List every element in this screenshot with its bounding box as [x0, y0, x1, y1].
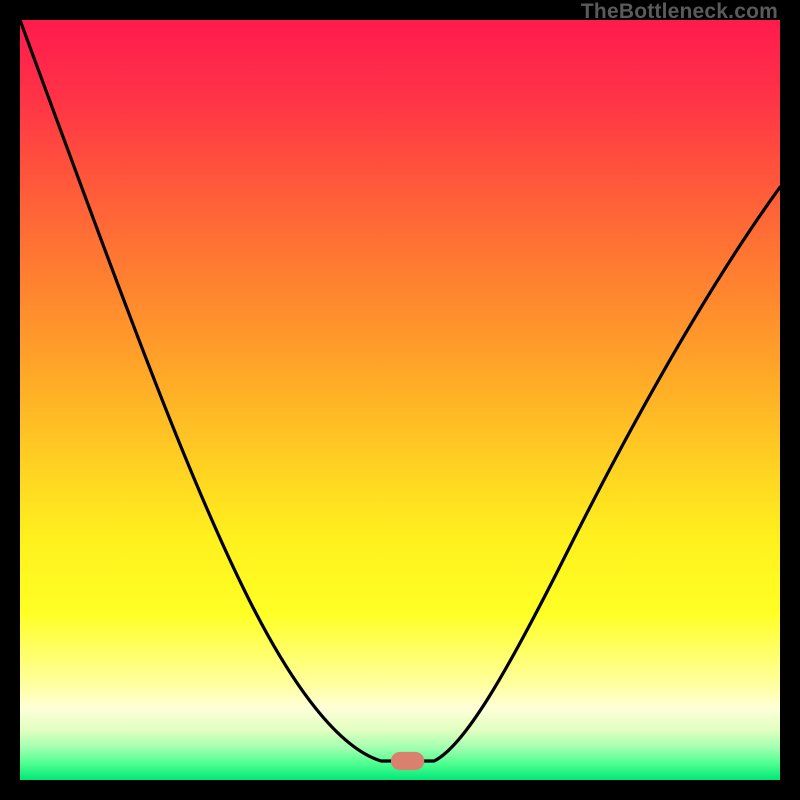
optimum-marker — [391, 752, 424, 770]
plot-area — [20, 20, 780, 780]
chart-frame: TheBottleneck.com — [0, 0, 800, 800]
bottleneck-curve-chart — [20, 20, 780, 780]
gradient-background — [20, 20, 780, 780]
